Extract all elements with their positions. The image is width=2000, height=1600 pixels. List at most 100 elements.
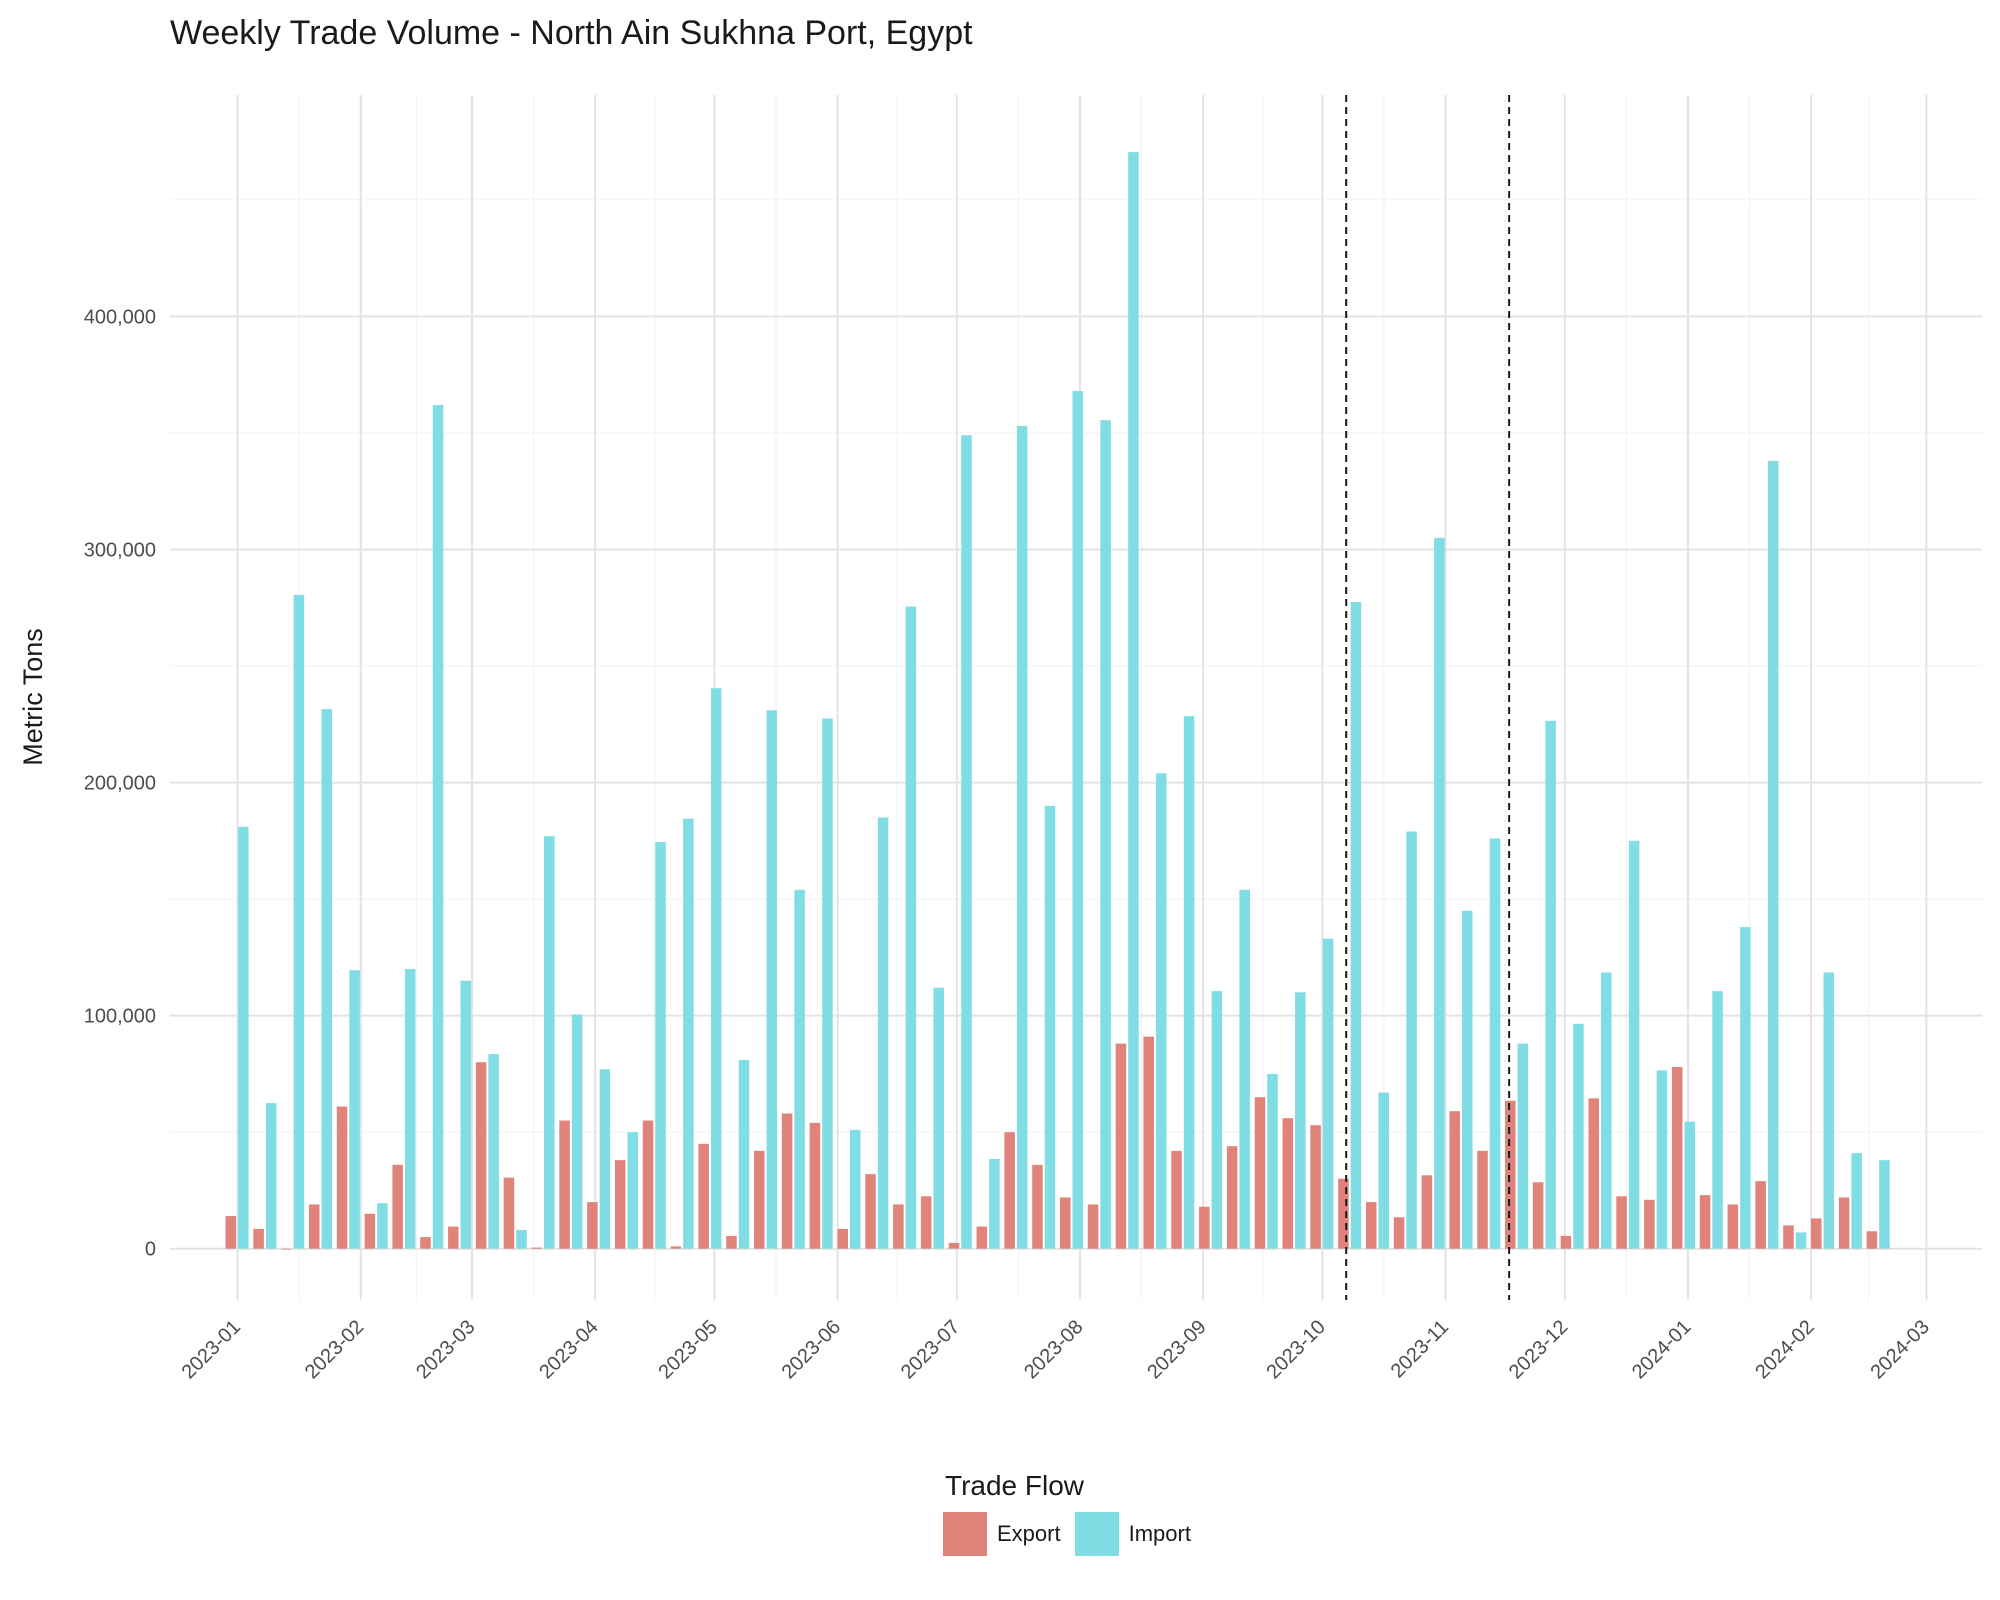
- y-tick-label: 0: [145, 1239, 156, 1261]
- bar-export: [1783, 1225, 1794, 1249]
- legend-item-export: Export: [943, 1512, 1061, 1556]
- y-tick-label: 200,000: [84, 773, 156, 795]
- reference-lines: [1345, 95, 1511, 1300]
- bar-export: [920, 1196, 932, 1249]
- bar-export: [1727, 1204, 1739, 1249]
- y-tick-label: 100,000: [84, 1006, 156, 1028]
- legend: Trade Flow Export Import: [943, 1470, 1191, 1556]
- legend-swatch-import: [1074, 1512, 1119, 1556]
- x-tick-label: 2023-04: [535, 1316, 602, 1383]
- bar-export: [1532, 1182, 1544, 1249]
- x-tick-label: 2023-02: [301, 1316, 368, 1383]
- bar-export: [698, 1143, 709, 1249]
- bar-import: [1183, 716, 1195, 1249]
- bar-import: [1461, 910, 1473, 1249]
- bar-import: [1823, 972, 1835, 1249]
- bar-import: [1044, 805, 1056, 1249]
- bar-import: [933, 987, 944, 1249]
- bar-import: [989, 1158, 1000, 1249]
- bar-export: [1671, 1066, 1683, 1249]
- bar-import: [293, 594, 305, 1249]
- bar-import: [404, 969, 416, 1249]
- bar-import: [1350, 601, 1362, 1249]
- bar-import: [627, 1132, 638, 1249]
- bar-export: [781, 1113, 793, 1249]
- bar-export: [1393, 1217, 1405, 1249]
- chart-title: Weekly Trade Volume - North Ain Sukhna P…: [170, 14, 973, 52]
- x-tick-label: 2024-03: [1866, 1316, 1933, 1383]
- bar-import: [1740, 927, 1751, 1249]
- bar-export: [1866, 1231, 1878, 1249]
- bar-export: [1282, 1118, 1294, 1249]
- bar-import: [321, 709, 333, 1249]
- x-tick-label: 2024-01: [1628, 1316, 1695, 1383]
- bar-import: [1406, 831, 1417, 1249]
- bar-import: [571, 1014, 583, 1249]
- x-tick-label: 2024-02: [1751, 1316, 1818, 1383]
- bar-import: [683, 818, 694, 1249]
- bars: [225, 152, 1890, 1250]
- bar-export: [1449, 1111, 1460, 1249]
- bar-export: [1421, 1175, 1433, 1249]
- x-tick-label: 2023-09: [1143, 1316, 1210, 1383]
- bar-export: [1616, 1196, 1627, 1249]
- bar-export: [448, 1226, 459, 1249]
- bar-import: [1211, 991, 1223, 1249]
- bar-import: [377, 1203, 388, 1249]
- legend-label-export: Export: [997, 1521, 1061, 1546]
- bar-export: [392, 1164, 403, 1249]
- bar-export: [614, 1160, 626, 1249]
- bar-import: [1545, 720, 1556, 1249]
- bar-import: [265, 1103, 277, 1249]
- bar-import: [1795, 1232, 1807, 1249]
- bar-import: [655, 842, 666, 1249]
- bar-export: [531, 1247, 543, 1249]
- bar-import: [961, 435, 972, 1249]
- bar-export: [1477, 1150, 1488, 1249]
- bar-export: [948, 1242, 960, 1249]
- bar-export: [1199, 1206, 1210, 1249]
- bar-import: [1239, 889, 1250, 1249]
- bar-export: [1365, 1202, 1377, 1249]
- bar-export: [754, 1150, 765, 1249]
- bar-import: [1489, 838, 1501, 1249]
- bar-import: [544, 836, 555, 1249]
- bar-export: [1310, 1125, 1321, 1249]
- legend-item-import: Import: [1074, 1512, 1191, 1556]
- bar-export: [420, 1237, 431, 1249]
- bar-import: [432, 404, 444, 1249]
- bar-import: [1879, 1160, 1890, 1249]
- bar-import: [766, 710, 778, 1249]
- bar-import: [238, 826, 249, 1249]
- bar-export: [837, 1228, 848, 1249]
- x-tick-label: 2023-05: [654, 1316, 721, 1383]
- bar-export: [1226, 1146, 1238, 1249]
- bar-export: [726, 1235, 737, 1249]
- bar-import: [1684, 1121, 1695, 1249]
- y-tick-label: 300,000: [84, 539, 156, 561]
- bar-import: [1573, 1023, 1584, 1249]
- bar-import: [822, 718, 833, 1249]
- bar-import: [1322, 938, 1334, 1249]
- bar-import: [1155, 773, 1167, 1249]
- x-tick-label: 2023-07: [897, 1316, 964, 1383]
- bar-export: [809, 1122, 821, 1249]
- x-tick-label: 2023-08: [1020, 1316, 1087, 1383]
- bar-export: [1644, 1199, 1655, 1249]
- bar-import: [1267, 1073, 1278, 1249]
- bar-export: [865, 1174, 876, 1249]
- bar-import: [1434, 537, 1445, 1249]
- bar-import: [905, 606, 917, 1249]
- x-tick-label: 2023-03: [412, 1316, 479, 1383]
- x-tick-label: 2023-01: [178, 1316, 245, 1383]
- bar-import: [1072, 391, 1084, 1249]
- bar-import: [349, 970, 360, 1249]
- bar-import: [1767, 460, 1779, 1249]
- bar-import: [599, 1069, 611, 1249]
- bar-export: [1560, 1235, 1572, 1249]
- bar-import: [1851, 1153, 1862, 1249]
- bar-import: [460, 980, 472, 1249]
- bar-export: [1699, 1195, 1711, 1249]
- bar-export: [1171, 1150, 1182, 1249]
- bar-import: [877, 817, 889, 1249]
